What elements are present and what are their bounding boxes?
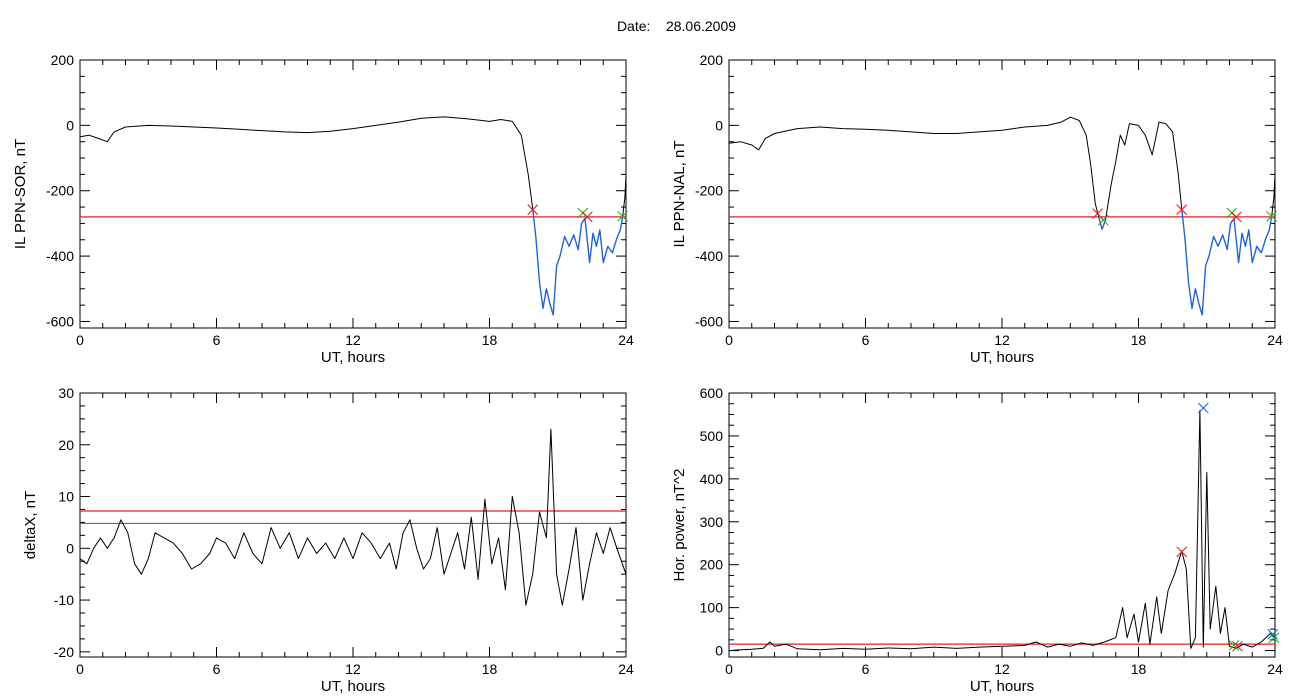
- x-tick-label: 0: [76, 661, 84, 677]
- series-line-2: [1098, 216, 1107, 230]
- plot-frame: [79, 392, 627, 658]
- x-tick-label: 12: [345, 661, 361, 677]
- x-tick-label: 24: [1267, 661, 1283, 677]
- y-tick-label: -400: [46, 248, 74, 264]
- y-tick-label: -200: [46, 183, 74, 199]
- y-tick-label: 20: [58, 437, 74, 453]
- x-axis-label: UT, hours: [321, 678, 385, 695]
- y-tick-label: 100: [700, 600, 724, 616]
- y-tick-label: 0: [715, 643, 723, 659]
- event-marker-red: [1230, 211, 1242, 223]
- y-axis-label: deltaX, nT: [22, 491, 39, 559]
- page-title: Date: 28.06.2009: [0, 18, 1300, 34]
- y-tick-label: -600: [46, 313, 74, 329]
- chart-power: 0 6 12 18 24 600 500 400 300 200 100 0 UT, hours Hor.…: [671, 385, 1283, 695]
- y-tick-label: 600: [700, 385, 724, 401]
- event-marker-green: [1268, 632, 1280, 644]
- x-tick-label: 6: [213, 661, 221, 677]
- y-tick-label: -600: [695, 313, 723, 329]
- y-tick-label: 0: [715, 117, 723, 133]
- event-marker-red: [1176, 546, 1188, 558]
- x-tick-label: 18: [482, 332, 498, 348]
- y-tick-label: -400: [695, 248, 723, 264]
- y-tick-label: 0: [66, 540, 74, 556]
- date-label: Date:: [616, 18, 651, 34]
- event-marker-red: [1232, 640, 1243, 652]
- y-tick-label: 0: [66, 117, 74, 133]
- x-tick-label: 6: [862, 661, 870, 677]
- plot-frame: [728, 392, 1276, 658]
- series-line-3: [622, 174, 626, 217]
- series-line-1: [729, 409, 1275, 652]
- event-marker-green: [1266, 210, 1277, 222]
- plot-frame: [79, 59, 627, 329]
- series-line-2: [532, 208, 624, 316]
- y-tick-label: 400: [700, 471, 724, 487]
- x-tick-label: 18: [1131, 661, 1147, 677]
- series-line-4: [1181, 208, 1273, 316]
- series-line-5: [1271, 174, 1275, 217]
- series-line-3: [1105, 121, 1183, 221]
- y-axis-label: Hor. power, nT^2: [671, 469, 688, 582]
- x-axis-label: UT, hours: [970, 678, 1034, 695]
- series-line-1: [729, 116, 1100, 218]
- x-tick-label: 18: [1131, 332, 1147, 348]
- y-tick-label: 200: [700, 557, 724, 573]
- event-marker-green: [1097, 214, 1109, 226]
- series-line-1: [80, 116, 534, 209]
- event-marker-green: [1228, 640, 1240, 651]
- date-value: 28.06.2009: [665, 18, 737, 34]
- x-tick-label: 0: [725, 661, 733, 677]
- x-tick-label: 6: [862, 332, 870, 348]
- event-marker-red: [527, 204, 539, 216]
- x-axis-label: UT, hours: [321, 349, 385, 366]
- chart-sor: 0 6 12 18 24 200 0 -200 -400 -600 UT, hours IL PPN-…: [12, 52, 634, 366]
- x-tick-label: 0: [725, 332, 733, 348]
- chart-deltax: 0 6 12 18 24 30 20 10 0 -10 -20 UT, hours deltaX, nT: [22, 385, 634, 695]
- event-marker-blue: [1267, 628, 1279, 640]
- x-tick-label: 24: [1267, 332, 1283, 348]
- x-tick-label: 12: [345, 332, 361, 348]
- y-tick-label: -10: [54, 592, 74, 608]
- chart-nal: 0 6 12 18 24 200 0 -200 -400 -600 UT, hours IL PPN-…: [671, 52, 1283, 366]
- y-tick-label: 10: [58, 489, 74, 505]
- y-tick-label: -200: [695, 183, 723, 199]
- x-tick-label: 12: [994, 661, 1010, 677]
- y-tick-label: 200: [51, 52, 75, 68]
- event-marker-green: [617, 210, 628, 222]
- x-tick-label: 12: [994, 332, 1010, 348]
- event-marker-red: [581, 211, 593, 223]
- y-tick-label: 200: [700, 52, 724, 68]
- event-marker-red: [1176, 204, 1188, 216]
- x-tick-label: 0: [76, 332, 84, 348]
- x-tick-label: 18: [482, 661, 498, 677]
- plot-frame: [728, 59, 1276, 329]
- event-marker-red: [1092, 208, 1103, 219]
- y-axis-label: IL PPN-NAL, nT: [671, 141, 688, 248]
- y-tick-label: -20: [54, 644, 74, 660]
- y-tick-label: 500: [700, 428, 724, 444]
- x-axis-label: UT, hours: [970, 349, 1034, 366]
- x-tick-label: 6: [213, 332, 221, 348]
- y-tick-label: 300: [700, 514, 724, 530]
- x-tick-label: 24: [618, 332, 634, 348]
- y-tick-label: 30: [58, 385, 74, 401]
- y-axis-label: IL PPN-SOR, nT: [12, 139, 29, 249]
- x-tick-label: 24: [618, 661, 634, 677]
- series-line-1: [80, 428, 626, 606]
- event-marker-blue: [1197, 402, 1209, 414]
